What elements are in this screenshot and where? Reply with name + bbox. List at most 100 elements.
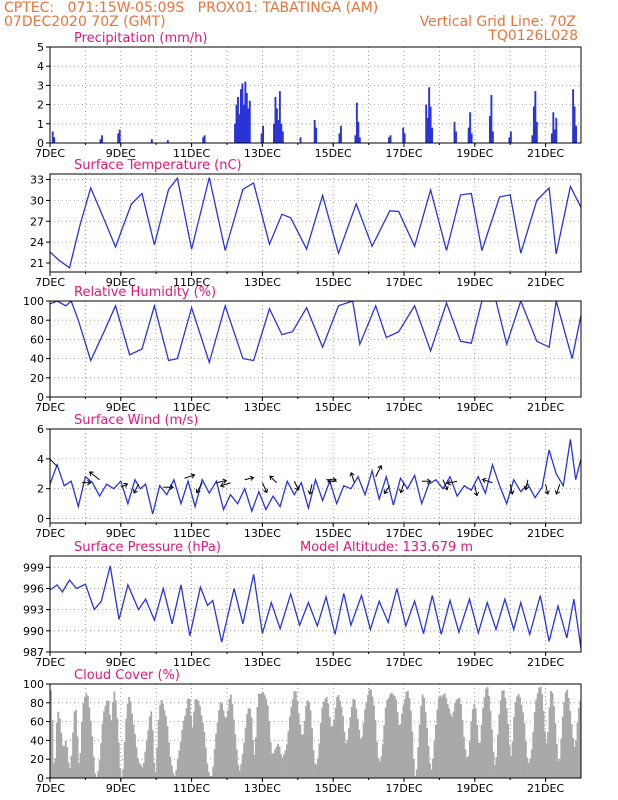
cloud-bar [460,704,462,778]
cloud-bar [227,710,229,778]
panel-5: 0 20 40 60 80 100 7DEC 9DEC 11DEC 13DEC 15DEC 17DEC… [23,668,582,795]
precip-bar [403,133,406,143]
cloud-bar [404,698,406,778]
cloud-bar [138,762,141,778]
cloud-bar [558,758,561,778]
series-line [50,176,581,269]
cloud-bar [331,726,334,778]
series-line [50,301,581,365]
x-tick-label: 21DEC [527,527,564,540]
cloud-bar [243,742,246,778]
cloud-bar [91,736,94,778]
cloud-bar [390,692,393,778]
x-tick-label: 7DEC [35,527,65,540]
precip-bar [535,121,538,143]
cloud-bar [551,692,554,778]
precip-bar [118,129,121,143]
wind-arrow-head [249,475,255,481]
panel-0: 0 1 2 3 4 5 7DEC 9DEC 11DEC 13DEC 15DEC 17DEC 19DEC 2… [35,31,582,160]
panel-frame [49,683,582,779]
cloud-bar [300,734,303,778]
cloud-bar [386,700,389,778]
cloud-bar [327,703,330,778]
cloud-bar [485,688,487,778]
cloud-bar [378,761,381,778]
plot-area [50,176,581,269]
cloud-bar [221,703,223,778]
cloud-bar [259,693,262,778]
cloud-bar [347,728,350,778]
precip-bar [491,131,494,143]
y-tick-label: 987 [23,646,44,659]
x-tick-label: 7DEC [35,782,65,795]
cloud-bar [64,740,67,778]
cloud-bar [409,710,412,778]
precip-bar [534,91,537,143]
cloud-bar [129,701,132,778]
cloud-bar [454,702,457,778]
cloud-bar [492,751,495,778]
plot-area [50,439,581,515]
x-tick-label: 17DEC [385,276,422,289]
cloud-bar [504,697,507,778]
precip-bar [490,95,493,143]
cloud-bar [225,717,228,778]
cloud-bar [185,708,188,778]
cloud-bar [488,695,490,778]
wind-arrow [545,484,549,495]
precip-bar [238,114,241,143]
cloud-bar [299,724,302,778]
y-tick-label: 60 [30,716,44,729]
panel-frame [49,46,582,144]
precip-bar [262,125,265,143]
cloud-bar [284,750,287,778]
cloud-bar [80,721,83,778]
precip-bar [244,81,247,143]
wind-arrow [244,477,254,481]
cloud-bar [482,707,485,778]
x-tick-label: 13DEC [244,656,281,669]
cloud-bar [449,713,452,778]
cloud-bar [176,758,179,778]
cloud-bar [187,698,190,778]
header-run-time: 07DEC2020 70Z (GMT) [4,14,166,30]
cloud-bar [468,741,471,778]
y-tick-label: 2 [37,483,44,496]
cloud-bar [213,749,216,778]
wind-arrow-head [473,491,480,497]
precip-bar [299,137,302,143]
y-tick-label: 27 [30,215,44,228]
cloud-bar [371,696,374,778]
cloud-bar [184,715,187,778]
wind-arrow [447,480,458,484]
cloud-bar [67,762,70,778]
cloud-bar [107,700,110,778]
wind-arrow [196,482,203,493]
precip-bar [202,137,205,143]
x-tick-label: 21DEC [527,401,564,414]
wind-arrow [474,485,478,496]
x-tick-label: 15DEC [315,782,352,795]
cloud-bar [474,708,477,778]
cloud-bar [145,740,148,778]
grid-lines [50,174,581,272]
precip-bar [550,133,553,143]
cloud-bar [470,721,473,778]
x-tick-label: 13DEC [244,527,281,540]
cloud-bar [228,698,231,778]
y-tick-label: 30 [30,194,44,207]
x-tick-label: 17DEC [385,401,422,414]
cloud-bar [119,769,122,778]
cloud-bar [337,694,340,778]
cloud-bar [210,776,213,778]
cloud-bar [274,749,277,778]
cloud-bar [153,762,156,778]
cloud-bar [97,770,100,778]
wind-arrow [50,458,58,467]
cloud-bar [345,743,347,778]
wind-arrow-head [87,479,92,486]
cloud-bar [392,694,395,778]
x-tick-label: 11DEC [173,527,210,540]
cloud-bar [277,743,280,778]
wind-arrow [216,480,227,484]
